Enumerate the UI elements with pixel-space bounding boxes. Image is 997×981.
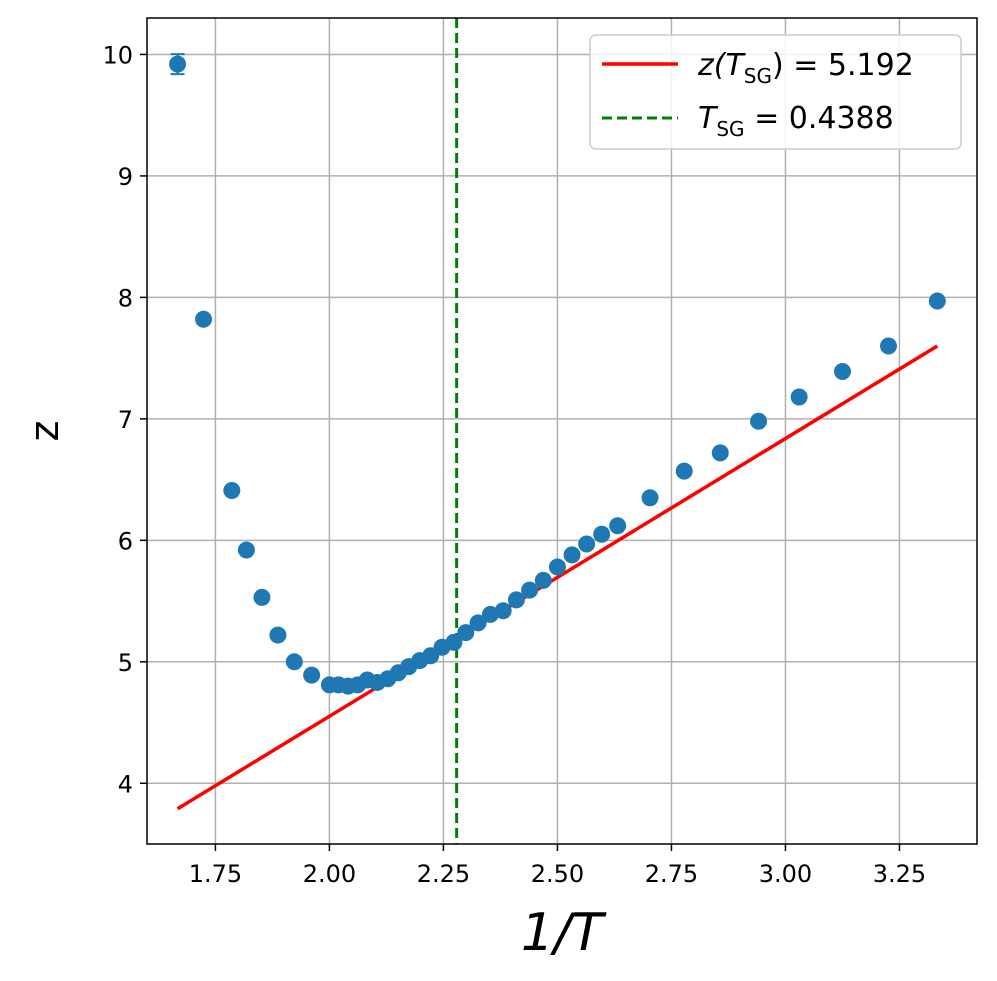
x-axis-label: 1/T — [521, 903, 608, 963]
legend-box — [589, 34, 962, 150]
legend-critical-label-tail: = 0.4388 — [745, 101, 894, 136]
data-point — [445, 633, 463, 651]
data-point — [880, 337, 898, 355]
data-point — [481, 605, 499, 623]
data-point — [285, 653, 303, 671]
y-tick-label: 5 — [118, 649, 133, 677]
data-point — [457, 624, 475, 642]
x-tick-label: 2.75 — [645, 860, 698, 888]
y-tick-label: 10 — [102, 41, 133, 69]
axis-ticks: 1.75 2.00 2.25 2.50 2.75 3.00 3.25 4 5 6 7 8 9 10 — [102, 41, 926, 888]
x-tick-label: 2.50 — [531, 860, 584, 888]
data-point — [195, 310, 213, 328]
data-point — [609, 517, 627, 535]
data-point — [833, 362, 851, 380]
y-tick-label: 9 — [118, 163, 133, 191]
data-point — [534, 571, 552, 589]
data-point — [711, 444, 729, 462]
x-tick-label: 3.25 — [873, 860, 926, 888]
data-point — [578, 535, 596, 553]
legend-fit-label-main: z(T — [697, 48, 746, 83]
data-points — [169, 53, 946, 695]
legend-critical-label: TSG = 0.4388 — [698, 101, 894, 141]
data-point — [928, 292, 946, 310]
y-tick-label: 8 — [118, 284, 133, 312]
y-tick-label: 6 — [118, 527, 133, 555]
data-point — [790, 388, 808, 406]
y-tick-label: 4 — [118, 770, 133, 798]
data-point — [253, 588, 271, 606]
legend-fit-label: z(TSG) = 5.192 — [697, 48, 914, 88]
data-point — [750, 412, 768, 430]
fit-line-layer — [176, 344, 939, 811]
legend-fit-label-tail: ) = 5.192 — [772, 48, 914, 83]
data-point — [548, 558, 566, 576]
legend-critical-label-main: T — [698, 101, 719, 136]
data-point — [521, 581, 539, 599]
y-tick-label: 7 — [118, 406, 133, 434]
data-point — [563, 546, 581, 564]
data-point — [507, 591, 525, 609]
data-point — [303, 666, 321, 684]
legend-fit-label-sub: SG — [744, 64, 772, 88]
data-point — [494, 602, 512, 620]
x-tick-label: 1.75 — [189, 860, 242, 888]
data-point — [593, 525, 611, 543]
legend-critical-label-sub: SG — [716, 117, 744, 141]
data-point — [223, 482, 241, 500]
data-point — [237, 541, 255, 559]
legend: z(TSG) = 5.192 TSG = 0.4388 — [589, 34, 962, 150]
x-tick-label: 3.00 — [759, 860, 812, 888]
plot-frame — [146, 17, 978, 845]
fit-line — [176, 344, 939, 811]
data-point — [269, 626, 287, 644]
data-point — [641, 489, 659, 507]
x-tick-label: 2.25 — [417, 860, 470, 888]
y-axis-label: z — [22, 421, 68, 442]
data-point — [469, 614, 487, 632]
x-tick-label: 2.00 — [303, 860, 356, 888]
grid — [147, 18, 977, 844]
data-point — [675, 462, 693, 480]
